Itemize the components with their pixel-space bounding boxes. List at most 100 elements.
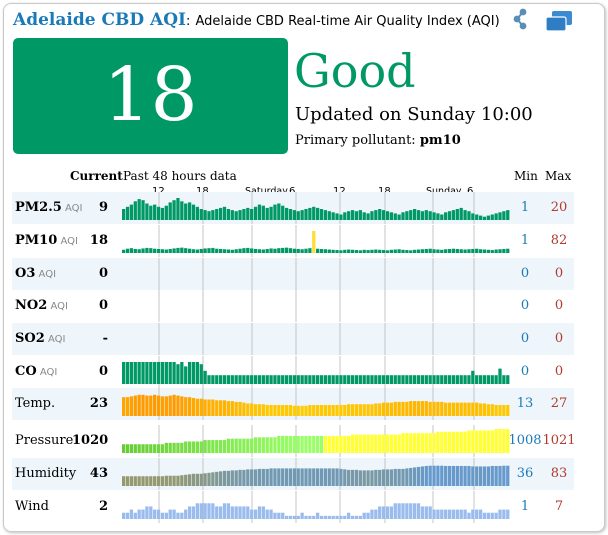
sparkline-chart[interactable] bbox=[122, 192, 510, 224]
sparkline-bar bbox=[389, 375, 393, 384]
sparkline-bar bbox=[288, 375, 293, 384]
sparkline-bar bbox=[284, 468, 289, 486]
sparkline-bar bbox=[343, 469, 347, 486]
sparkline-bar bbox=[133, 201, 137, 220]
sparkline-bar bbox=[222, 249, 227, 253]
sparkline-bar bbox=[129, 248, 134, 253]
sparkline-bar bbox=[199, 248, 203, 253]
sparkline-chart[interactable] bbox=[122, 225, 510, 257]
min-value: 0 bbox=[520, 266, 530, 281]
current-value: 18 bbox=[89, 233, 108, 248]
sparkline-bar bbox=[156, 444, 161, 453]
sparkline-bar bbox=[350, 404, 355, 416]
sparkline-bar bbox=[478, 215, 483, 220]
sparkline-bar bbox=[273, 512, 277, 519]
sparkline-bar bbox=[277, 203, 281, 220]
sparkline-chart[interactable] bbox=[122, 425, 510, 457]
sparkline-bar bbox=[374, 434, 378, 453]
sparkline-bar bbox=[409, 467, 413, 486]
sparkline-bar bbox=[409, 375, 413, 384]
sparkline-bar bbox=[385, 434, 390, 453]
sparkline-bar bbox=[343, 435, 347, 453]
sparkline-bar bbox=[385, 469, 390, 486]
sparkline-bar bbox=[424, 433, 428, 453]
sparkline-bar bbox=[187, 474, 192, 486]
sparkline-bar bbox=[308, 515, 312, 519]
sparkline-bar bbox=[145, 395, 149, 416]
sparkline-bar bbox=[145, 506, 149, 519]
sparkline-bar bbox=[281, 435, 285, 453]
sparkline-bar bbox=[381, 506, 386, 519]
screens-icon[interactable] bbox=[544, 10, 574, 32]
sparkline-bar bbox=[277, 375, 281, 384]
sparkline-bar bbox=[463, 375, 467, 384]
sparkline-bar bbox=[122, 362, 126, 384]
sparkline-bar bbox=[455, 509, 459, 519]
sparkline-bar bbox=[187, 202, 192, 220]
sparkline-bar bbox=[176, 247, 180, 253]
sparkline-bar bbox=[339, 214, 343, 220]
sparkline-bar bbox=[129, 509, 134, 519]
sparkline-chart[interactable] bbox=[122, 388, 510, 420]
sparkline-chart[interactable] bbox=[122, 491, 510, 523]
max-value: 83 bbox=[550, 466, 568, 481]
sparkline-bar bbox=[122, 512, 126, 519]
sparkline-chart[interactable] bbox=[122, 323, 510, 355]
sparkline-bar bbox=[203, 248, 207, 253]
sparkline-chart[interactable] bbox=[122, 290, 510, 322]
sparkline-bar bbox=[331, 435, 335, 453]
sparkline-bar bbox=[428, 506, 432, 519]
sparkline-bar bbox=[312, 515, 316, 519]
max-column-header: Max bbox=[545, 169, 572, 183]
sparkline-bar bbox=[393, 434, 397, 453]
sparkline-bar bbox=[370, 375, 374, 384]
sparkline-chart[interactable] bbox=[122, 258, 510, 290]
sparkline-bar bbox=[463, 465, 467, 486]
sparkline-bar bbox=[203, 503, 207, 519]
sparkline-bar bbox=[393, 468, 397, 486]
sparkline-bar bbox=[284, 207, 289, 220]
sparkline-bar bbox=[246, 247, 250, 253]
share-icon[interactable] bbox=[512, 8, 534, 30]
sparkline-bar bbox=[172, 248, 176, 253]
unit-label: AQI bbox=[35, 269, 57, 280]
sparkline-bar bbox=[362, 512, 366, 519]
sparkline-bar bbox=[269, 405, 273, 416]
sparkline-chart[interactable] bbox=[122, 458, 510, 490]
sparkline-bar bbox=[168, 362, 172, 384]
sparkline-bar bbox=[296, 211, 300, 220]
sparkline-bar bbox=[478, 403, 483, 416]
sparkline-bar bbox=[335, 250, 339, 253]
sparkline-bar bbox=[370, 211, 374, 220]
sparkline-bar bbox=[413, 375, 417, 384]
sparkline-bar bbox=[316, 435, 320, 453]
sparkline-chart[interactable] bbox=[122, 356, 510, 388]
sparkline-bar bbox=[358, 515, 362, 519]
current-value: - bbox=[102, 331, 108, 346]
sparkline-bar bbox=[405, 250, 409, 253]
sparkline-bar bbox=[273, 405, 277, 416]
sparkline-bar bbox=[246, 469, 250, 486]
sparkline-bar bbox=[296, 515, 300, 519]
sparkline-bar bbox=[397, 375, 401, 384]
sparkline-bar bbox=[451, 375, 456, 384]
sparkline-bar bbox=[319, 209, 324, 220]
sparkline-bar bbox=[362, 375, 366, 384]
sparkline-bar bbox=[447, 431, 452, 453]
sparkline-bar bbox=[416, 210, 421, 220]
sparkline-bar bbox=[343, 249, 347, 253]
sparkline-bar bbox=[475, 214, 479, 220]
sparkline-bar bbox=[385, 211, 390, 220]
sparkline-bar bbox=[467, 465, 471, 486]
row-label: CO AQI bbox=[15, 364, 57, 379]
sparkline-bar bbox=[358, 470, 362, 486]
sparkline-bar bbox=[215, 440, 219, 453]
sparkline-bar bbox=[234, 470, 238, 486]
sparkline-bar bbox=[381, 250, 386, 253]
sparkline-bar bbox=[137, 509, 141, 519]
sparkline-bar bbox=[184, 203, 188, 220]
city-title-link[interactable]: Adelaide CBD AQI bbox=[13, 10, 186, 30]
sparkline-bar bbox=[191, 506, 196, 519]
sparkline-bar bbox=[125, 444, 130, 453]
sparkline-bar bbox=[475, 466, 479, 486]
